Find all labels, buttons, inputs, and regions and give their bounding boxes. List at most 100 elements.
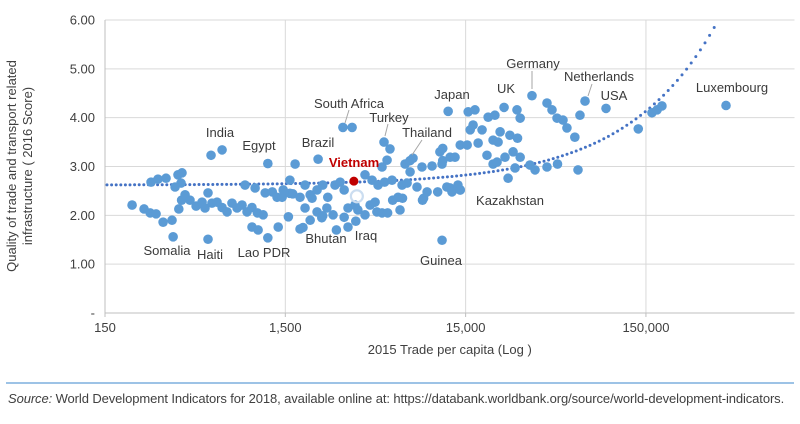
trendline-dot: [275, 182, 279, 186]
data-point-guinea: [437, 235, 447, 246]
data-point-uk: [499, 102, 509, 113]
data-point: [657, 101, 667, 111]
data-point: [437, 143, 448, 154]
trendline-dot: [685, 67, 689, 71]
data-point-thailand: [405, 155, 415, 166]
data-point: [450, 152, 460, 163]
trendline-dot: [294, 182, 298, 186]
y-tick-label: 5.00: [70, 61, 95, 76]
y-axis-title-line2: infrastructure ( 2016 Score): [20, 87, 35, 245]
source-label: Source:: [8, 391, 53, 406]
data-point: [395, 205, 405, 215]
country-label-somalia: Somalia: [144, 243, 192, 258]
trendline-dot: [537, 160, 541, 164]
data-point: [402, 178, 412, 188]
data-point: [300, 203, 310, 213]
trendline-dot: [593, 141, 597, 145]
trendline-dot: [519, 165, 523, 169]
trendline-dot: [358, 180, 362, 184]
data-point: [273, 222, 284, 232]
trendline-dot: [271, 182, 275, 186]
data-point: [573, 165, 583, 175]
country-label-vietnam: Vietnam: [329, 155, 379, 170]
trendline-dot: [680, 73, 684, 77]
trendline-dot: [441, 175, 445, 179]
data-point: [422, 187, 432, 197]
data-point: [353, 205, 363, 215]
trendline-dot: [229, 182, 233, 186]
trendline-dot: [266, 182, 270, 186]
data-point: [339, 212, 349, 223]
data-point: [477, 125, 487, 135]
data-point: [203, 188, 213, 198]
data-point-india: [217, 145, 227, 155]
trendline-dot: [215, 182, 219, 186]
trendline-dot: [588, 143, 592, 147]
x-tick-label: 150: [94, 320, 116, 335]
data-point: [151, 209, 161, 219]
data-point: [547, 105, 557, 115]
y-tick-label: 2.00: [70, 208, 95, 223]
trendline-dot: [445, 175, 449, 179]
trendline-dot: [418, 177, 422, 181]
data-point: [405, 167, 415, 177]
trendline-dot: [606, 134, 610, 138]
trendline-dot: [657, 98, 661, 102]
trendline-dot: [110, 183, 114, 187]
data-point: [379, 177, 390, 187]
trendline-dot: [123, 183, 127, 187]
trendline-dot: [616, 129, 620, 133]
trendline-dot: [197, 183, 201, 187]
trendline-dot: [625, 123, 629, 127]
data-point: [542, 98, 552, 108]
data-point: [158, 217, 168, 227]
country-label-brazil: Brazil: [302, 135, 335, 150]
data-point: [335, 177, 345, 187]
trendline-dot: [629, 120, 633, 124]
data-point: [305, 215, 315, 226]
data-point-brazil: [313, 154, 323, 164]
trendline-dot: [698, 48, 702, 52]
y-axis-title-line1: Quality of trade and transport related: [4, 60, 19, 272]
data-point: [510, 163, 520, 173]
data-point: [167, 215, 177, 226]
trendline-dot: [280, 182, 284, 186]
highlight-point-vietnam: [349, 176, 359, 186]
country-label-netherlands: Netherlands: [564, 69, 635, 84]
trendline-dot: [639, 113, 643, 117]
country-label-thailand: Thailand: [402, 125, 452, 140]
x-tick-label: 15,000: [446, 320, 486, 335]
trendline-dot: [363, 180, 367, 184]
country-label-lao-pdr: Lao PDR: [238, 245, 291, 260]
trendline-dot: [220, 182, 224, 186]
data-point: [570, 132, 580, 142]
data-point: [287, 189, 298, 199]
y-tick-label: 1.00: [70, 257, 95, 272]
trendline-dot: [565, 152, 569, 156]
data-point: [285, 175, 295, 185]
data-point: [174, 204, 184, 214]
trendline-dot: [105, 183, 109, 187]
data-point-south-africa: [338, 122, 348, 133]
data-point: [177, 168, 187, 178]
data-point: [382, 155, 392, 165]
data-point: [277, 192, 287, 203]
trendline-dot: [473, 172, 477, 176]
label-leader-line: [411, 139, 423, 156]
trendline-dot: [574, 149, 578, 153]
country-label-south-africa: South Africa: [314, 96, 385, 111]
label-leader-line: [344, 109, 350, 124]
trendline-dot: [119, 183, 123, 187]
data-point: [206, 150, 216, 161]
data-point-turkey: [379, 137, 389, 147]
data-point: [200, 203, 210, 213]
label-leader-line: [384, 123, 389, 137]
data-point-netherlands: [580, 96, 590, 106]
country-label-guinea: Guinea: [420, 253, 463, 268]
trendline-dot: [114, 183, 118, 187]
trendline-dot: [556, 155, 560, 159]
data-point: [250, 183, 260, 193]
data-point: [328, 210, 338, 220]
data-point-haiti: [203, 234, 213, 245]
